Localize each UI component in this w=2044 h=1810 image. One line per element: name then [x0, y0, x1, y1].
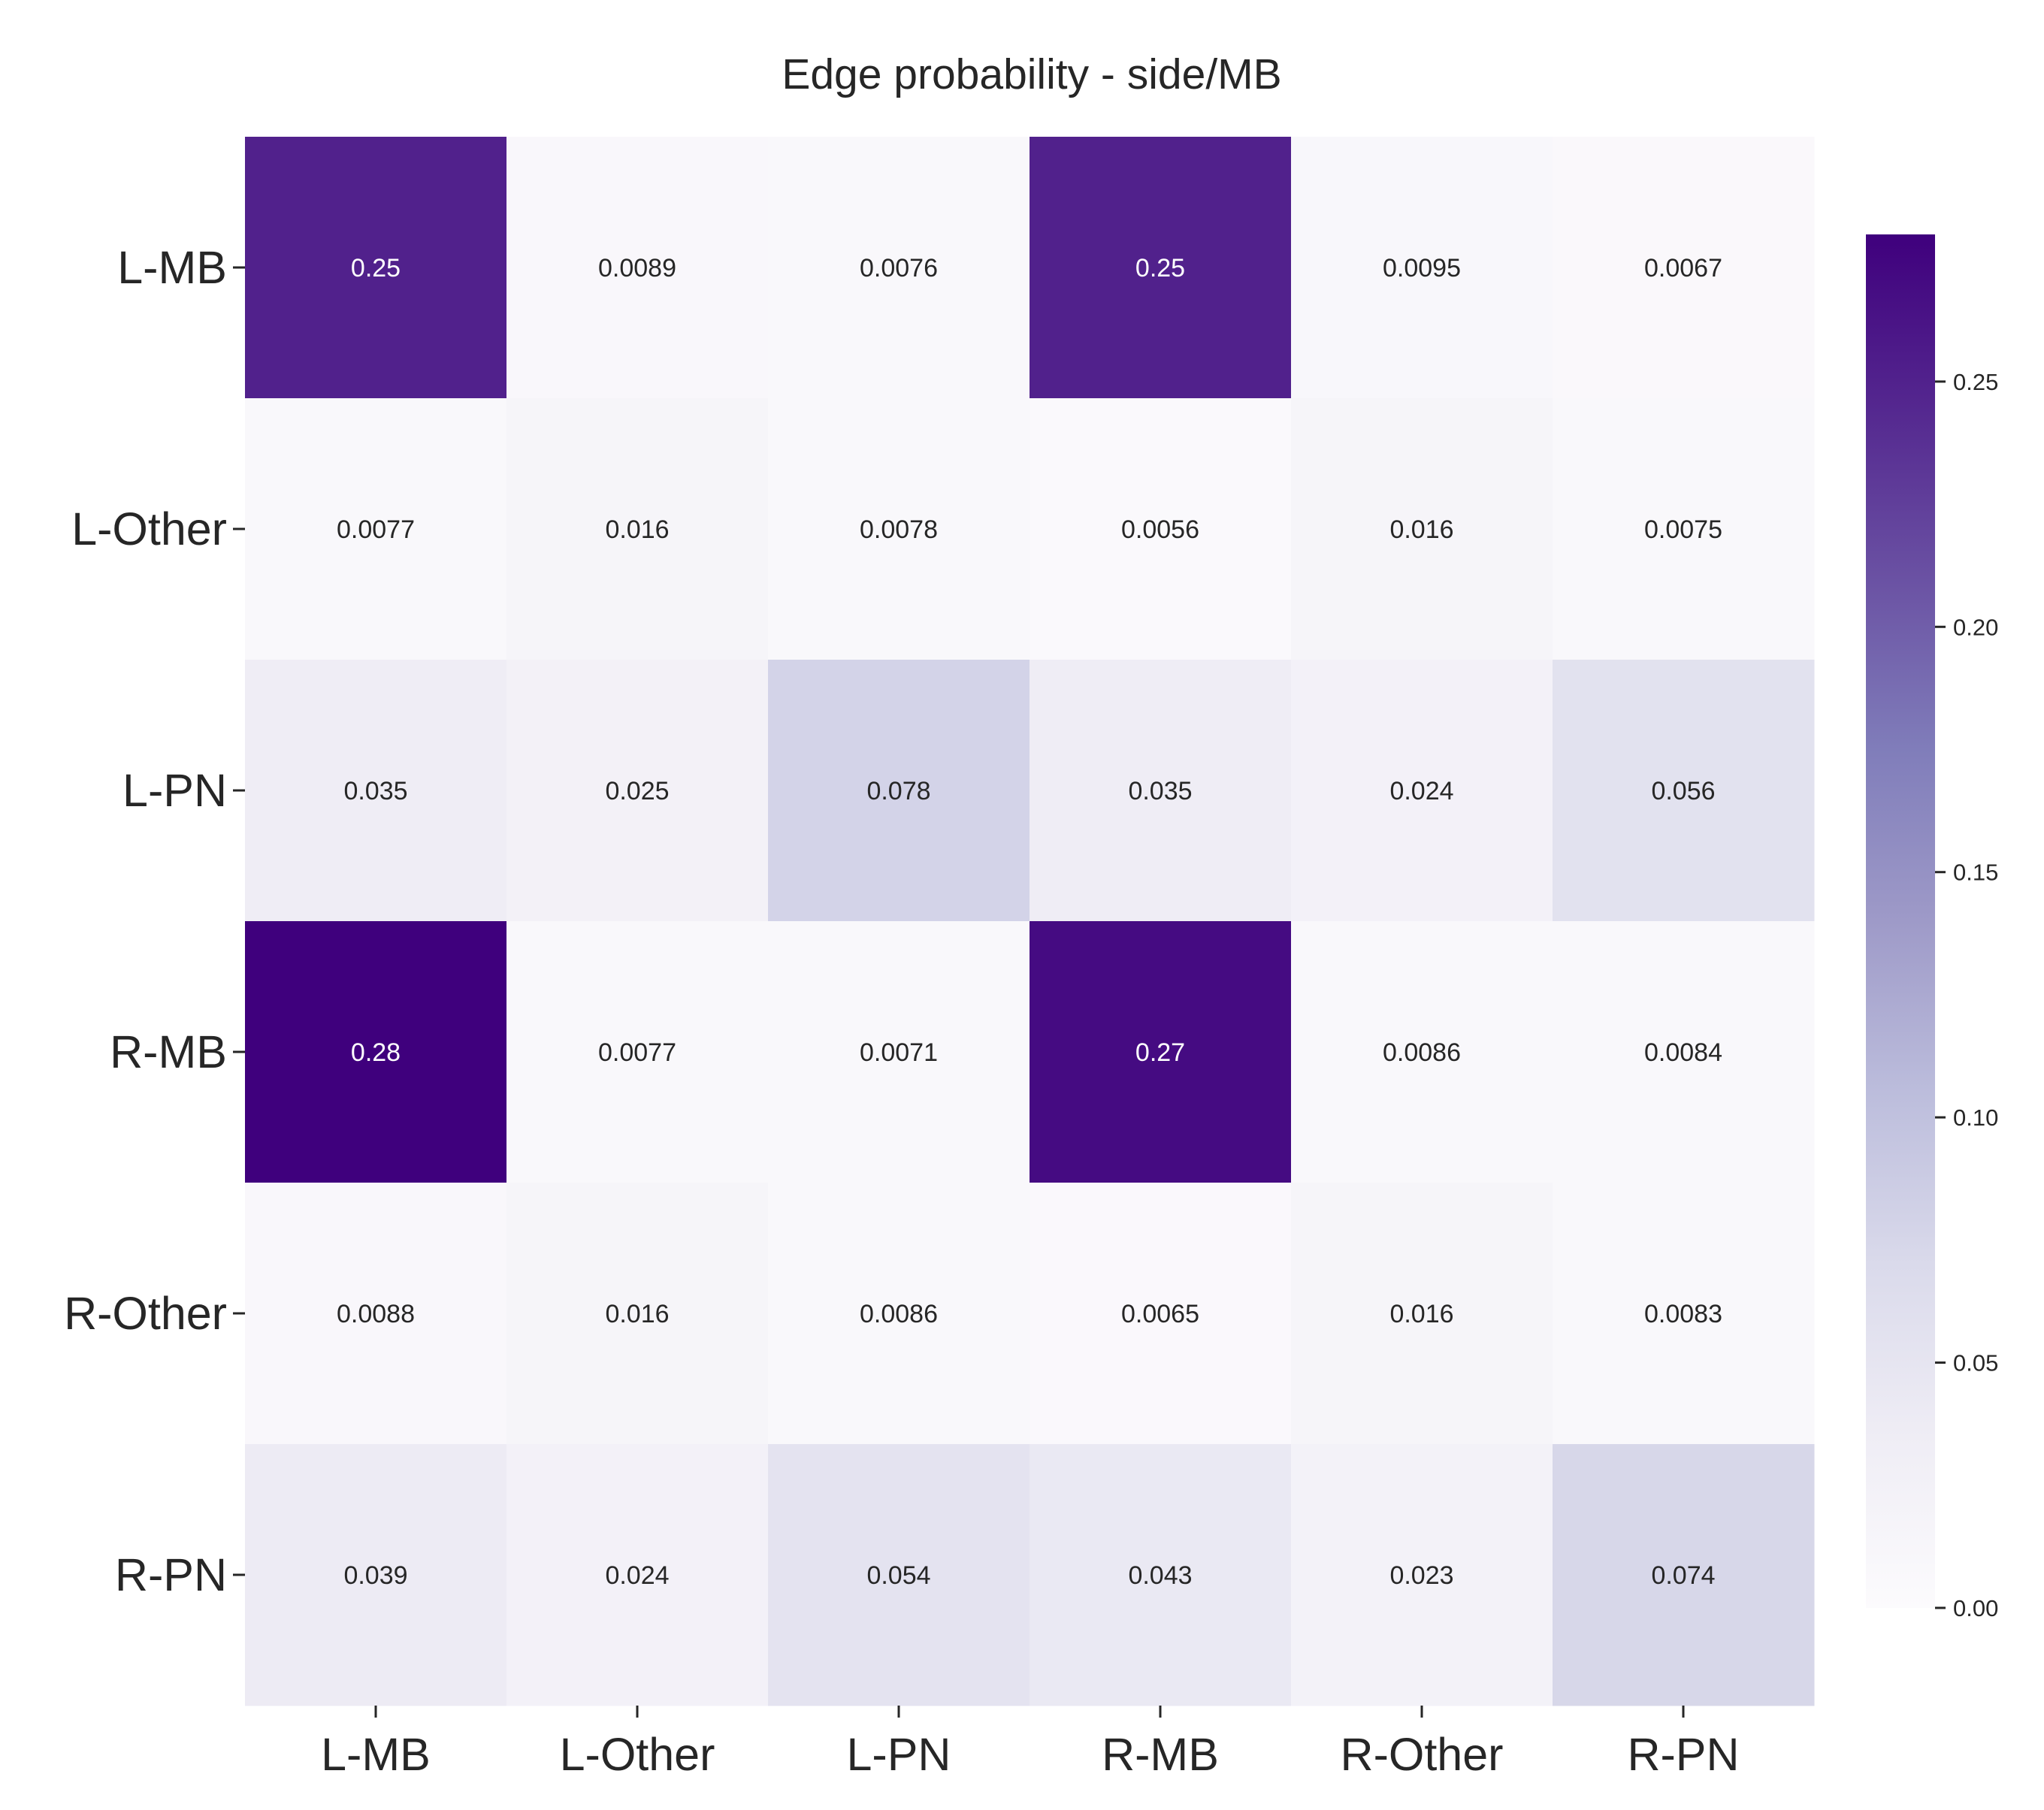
cell-value-label: 0.035	[343, 777, 407, 805]
heatmap-cell-R-PN-L-PN	[768, 1444, 1030, 1706]
y-tick-label: L-MB	[117, 242, 227, 293]
cell-value-label: 0.0071	[860, 1038, 938, 1067]
colorbar-tick-label: 0.15	[1953, 860, 1998, 886]
colorbar-tick-label: 0.05	[1953, 1350, 1998, 1376]
heatmap-cell-R-MB-L-Other	[506, 921, 769, 1183]
cell-value-label: 0.0088	[337, 1300, 415, 1328]
cell-value-label: 0.0065	[1121, 1300, 1199, 1328]
cell-value-label: 0.0089	[598, 254, 676, 283]
cell-value-label: 0.039	[343, 1561, 407, 1590]
cell-value-label: 0.28	[351, 1038, 401, 1067]
heatmap-cell-L-Other-R-Other	[1291, 398, 1553, 660]
heatmap-cell-R-Other-R-MB	[1030, 1183, 1292, 1445]
heatmap-cell-L-PN-L-PN	[768, 660, 1030, 922]
cell-value-label: 0.016	[1389, 515, 1453, 544]
heatmap-cell-R-MB-R-Other	[1291, 921, 1553, 1183]
y-tick-label: R-MB	[110, 1026, 227, 1077]
cell-value-label: 0.0075	[1644, 515, 1722, 544]
heatmap-cell-R-MB-L-PN	[768, 921, 1030, 1183]
cell-value-label: 0.024	[605, 1561, 669, 1590]
y-tick-label: R-Other	[64, 1288, 227, 1339]
heatmap-cell-R-PN-R-PN	[1553, 1444, 1815, 1706]
x-tick-label: L-MB	[321, 1729, 431, 1780]
colorbar-tick-label: 0.00	[1953, 1595, 1998, 1621]
x-tick-label: R-Other	[1341, 1729, 1504, 1780]
heatmap-cell-R-Other-L-MB	[245, 1183, 507, 1445]
heatmap-cell-L-Other-R-PN	[1553, 398, 1815, 660]
heatmap-cells: 0.25 0.0089 0.0076 0.25 0.0095 0.0067 0.0077 0.…	[245, 137, 1815, 1706]
cell-value-label: 0.016	[605, 515, 669, 544]
x-tick-label: L-Other	[560, 1729, 715, 1780]
heatmap-cell-L-MB-R-Other	[1291, 137, 1553, 399]
cell-value-label: 0.078	[866, 777, 930, 805]
heatmap-cell-R-PN-L-Other	[506, 1444, 769, 1706]
cell-value-label: 0.0067	[1644, 254, 1722, 283]
cell-value-label: 0.016	[605, 1300, 669, 1328]
cell-value-label: 0.024	[1389, 777, 1453, 805]
cell-value-label: 0.0056	[1121, 515, 1199, 544]
heatmap-cell-L-MB-L-MB	[245, 137, 507, 399]
cell-value-label: 0.023	[1389, 1561, 1453, 1590]
heatmap-cell-L-PN-R-Other	[1291, 660, 1553, 922]
cell-value-label: 0.074	[1651, 1561, 1715, 1590]
cell-value-label: 0.035	[1128, 777, 1192, 805]
colorbar-tick-label: 0.25	[1953, 369, 1998, 395]
heatmap-cell-L-Other-L-PN	[768, 398, 1030, 660]
heatmap-cell-R-Other-R-Other	[1291, 1183, 1553, 1445]
cell-value-label: 0.016	[1389, 1300, 1453, 1328]
x-axis: L-MB L-Other L-PN R-MB R-Other R-PN	[321, 1706, 1740, 1780]
heatmap-cell-L-MB-L-Other	[506, 137, 769, 399]
cell-value-label: 0.043	[1128, 1561, 1192, 1590]
cell-value-label: 0.025	[605, 777, 669, 805]
colorbar-tick-label: 0.10	[1953, 1104, 1998, 1131]
heatmap-cell-L-PN-L-MB	[245, 660, 507, 922]
cell-value-label: 0.0084	[1644, 1038, 1722, 1067]
y-tick-label: R-PN	[115, 1549, 227, 1600]
heatmap-cell-R-Other-R-PN	[1553, 1183, 1815, 1445]
heatmap-cell-L-Other-L-Other	[506, 398, 769, 660]
heatmap-cell-R-PN-R-Other	[1291, 1444, 1553, 1706]
y-tick-label: L-PN	[122, 765, 227, 816]
cell-value-label: 0.0076	[860, 254, 938, 283]
heatmap-cell-R-Other-L-PN	[768, 1183, 1030, 1445]
heatmap-cell-R-PN-R-MB	[1030, 1444, 1292, 1706]
heatmap-cell-L-Other-R-MB	[1030, 398, 1292, 660]
heatmap-cell-R-Other-L-Other	[506, 1183, 769, 1445]
cell-value-label: 0.0083	[1644, 1300, 1722, 1328]
heatmap-cell-L-MB-R-PN	[1553, 137, 1815, 399]
heatmap-cell-R-MB-R-PN	[1553, 921, 1815, 1183]
heatmap-cell-L-PN-R-PN	[1553, 660, 1815, 922]
x-tick-label: R-MB	[1102, 1729, 1219, 1780]
colorbar: 0.00 0.05 0.10 0.15 0.20 0.25	[1866, 234, 1998, 1621]
heatmap-cell-R-MB-L-MB	[245, 921, 507, 1183]
heatmap-cell-R-PN-L-MB	[245, 1444, 507, 1706]
y-tick-label: L-Other	[71, 503, 227, 554]
heatmap-cell-R-MB-R-MB	[1030, 921, 1292, 1183]
colorbar-tick-label: 0.20	[1953, 614, 1998, 640]
heatmap-cell-L-Other-L-MB	[245, 398, 507, 660]
heatmap-cell-L-MB-L-PN	[768, 137, 1030, 399]
x-tick-label: R-PN	[1627, 1729, 1739, 1780]
cell-value-label: 0.25	[1135, 254, 1185, 283]
heatmap-cell-L-MB-R-MB	[1030, 137, 1292, 399]
cell-value-label: 0.25	[351, 254, 401, 283]
chart-title: Edge probability - side/MB	[782, 50, 1281, 98]
cell-value-label: 0.0077	[598, 1038, 676, 1067]
heatmap-cell-L-PN-L-Other	[506, 660, 769, 922]
cell-value-label: 0.054	[866, 1561, 930, 1590]
cell-value-label: 0.27	[1135, 1038, 1185, 1067]
heatmap-cell-L-PN-R-MB	[1030, 660, 1292, 922]
colorbar-gradient	[1866, 234, 1935, 1608]
cell-value-label: 0.0078	[860, 515, 938, 544]
y-axis: L-MB L-Other L-PN R-MB R-Other R-PN	[64, 242, 245, 1600]
cell-value-label: 0.056	[1651, 777, 1715, 805]
cell-value-label: 0.0077	[337, 515, 415, 544]
cell-value-label: 0.0086	[1383, 1038, 1461, 1067]
cell-value-label: 0.0095	[1383, 254, 1461, 283]
cell-value-label: 0.0086	[860, 1300, 938, 1328]
x-tick-label: L-PN	[847, 1729, 951, 1780]
